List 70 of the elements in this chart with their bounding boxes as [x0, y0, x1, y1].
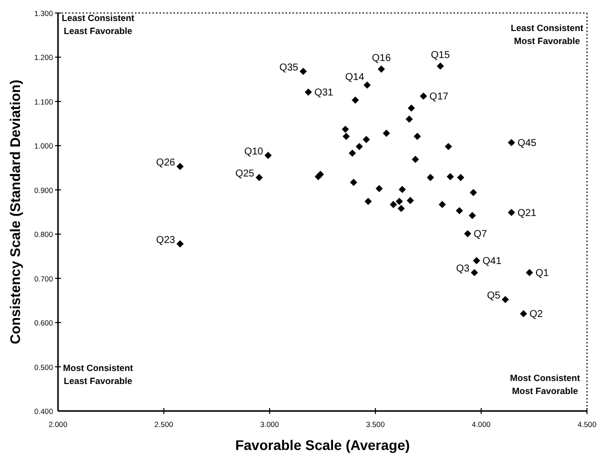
point: [342, 126, 349, 133]
data-label: Q35: [279, 62, 299, 74]
point: [304, 88, 312, 96]
point: [176, 240, 184, 248]
point: [348, 150, 356, 157]
y-axis-title: Consistency Scale (Standard Deviation): [7, 80, 23, 344]
point: [350, 178, 358, 186]
data-label: Q31: [314, 88, 334, 99]
data-label: Q45: [517, 138, 537, 150]
data-label: Q2: [530, 309, 544, 320]
point: [420, 92, 428, 100]
data-label: Q7: [474, 229, 488, 240]
data-label: Q10: [244, 146, 264, 158]
point: [472, 257, 480, 264]
point: [457, 174, 464, 182]
point: [520, 310, 528, 318]
data-label: Q26: [156, 157, 176, 168]
point: [412, 156, 419, 163]
point: [356, 142, 363, 150]
point: [502, 296, 509, 304]
point: [436, 62, 444, 70]
point: [438, 200, 446, 208]
point: [364, 81, 371, 89]
point: [526, 268, 534, 276]
point: [470, 268, 478, 276]
data-label: Q25: [235, 168, 255, 180]
point: [176, 162, 184, 170]
annotation: Least Consistent Most Favorable: [510, 23, 584, 46]
point: [468, 212, 476, 220]
annotation: Least Consistent Least Favorable: [62, 13, 134, 36]
point: [398, 186, 406, 194]
point: [362, 136, 370, 144]
data-label: Q23: [156, 234, 176, 246]
point: [406, 196, 414, 204]
point: [378, 66, 385, 73]
point: [398, 204, 405, 212]
point: [464, 230, 472, 238]
point: [396, 198, 403, 205]
point: [364, 198, 372, 205]
point: [426, 174, 434, 182]
data-label: Q15: [430, 50, 450, 62]
point: [444, 142, 452, 150]
data-label: Q5: [486, 290, 501, 302]
data-label: Q41: [482, 256, 502, 268]
point: [382, 130, 390, 137]
point: [300, 68, 307, 75]
annotation: Most Consistent Least Favorable: [62, 363, 134, 386]
point: [408, 104, 415, 112]
point: [264, 152, 272, 159]
data-label: Q14: [345, 72, 365, 84]
point: [352, 96, 359, 104]
point: [470, 188, 477, 196]
point: [414, 132, 421, 140]
point: [256, 174, 263, 182]
data-label: Q16: [372, 53, 392, 64]
data-label: Q1: [535, 268, 550, 280]
x-axis-title: Favorable Scale (Average): [235, 437, 410, 453]
point: [390, 200, 397, 208]
annotation: Most Consistent Most Favorable: [510, 373, 580, 396]
point: [376, 184, 383, 192]
data-label: Q3: [456, 264, 470, 275]
point: [508, 138, 516, 146]
point: [508, 208, 516, 216]
point: [456, 207, 464, 214]
point: [446, 173, 454, 180]
data-label: Q21: [517, 208, 537, 219]
point: [316, 170, 324, 178]
data-label: Q17: [429, 92, 449, 103]
point: [342, 132, 350, 140]
point: [406, 116, 413, 123]
